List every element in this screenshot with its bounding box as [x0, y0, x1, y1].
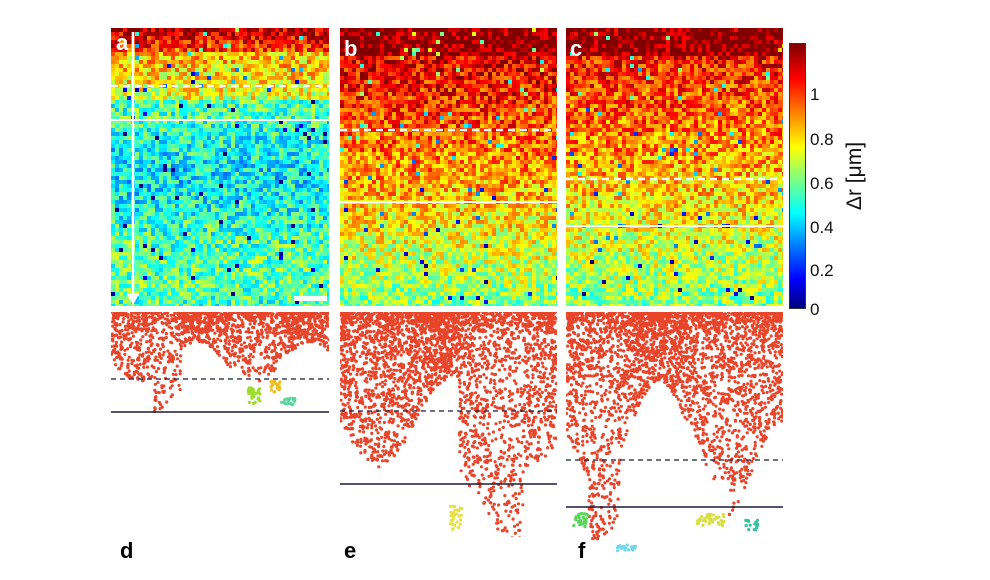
heatmap-panel-b — [340, 28, 557, 306]
cluster-particles — [566, 312, 783, 541]
panel-label-e: e — [344, 538, 357, 563]
panel-label-c: c — [570, 36, 583, 61]
scale-bar — [294, 296, 327, 301]
cluster-panel-d — [111, 312, 329, 422]
heatmap-a-image — [111, 28, 329, 306]
colorbar-tick: 1 — [810, 85, 820, 104]
cluster-particles — [111, 312, 329, 413]
particle-field — [566, 28, 783, 306]
cluster-e-image — [340, 312, 557, 537]
heatmap-b-image — [340, 28, 557, 306]
colorbar — [789, 43, 806, 309]
detached-cluster — [246, 386, 262, 405]
detached-cluster — [269, 379, 282, 394]
cluster-f-image — [566, 312, 783, 553]
cluster-panel-e — [340, 312, 557, 537]
particle-field — [111, 28, 329, 306]
heatmap-c-image — [566, 28, 783, 306]
detached-cluster — [744, 518, 760, 532]
cluster-panel-f — [566, 312, 783, 557]
cluster-d-image — [111, 312, 329, 413]
colorbar-tick: 0.6 — [810, 174, 834, 193]
colorbar-tick: 0.2 — [810, 261, 834, 280]
detached-cluster — [572, 511, 590, 529]
heatmap-panel-a — [111, 28, 329, 306]
detached-cluster — [280, 396, 297, 407]
colorbar-tick: 0 — [810, 300, 820, 319]
panel-label-d: d — [120, 538, 134, 563]
colorbar-tick: 0.8 — [810, 130, 834, 149]
detached-cluster — [615, 543, 638, 553]
colorbar-label: Δr [μm] — [843, 141, 866, 211]
panel-label-a: a — [116, 30, 129, 55]
particle-field — [340, 28, 557, 306]
cluster-particles — [340, 312, 557, 537]
heatmap-panel-c — [566, 28, 783, 306]
colorbar-tick: 0.4 — [810, 218, 834, 237]
arrow-head — [127, 294, 139, 305]
detached-cluster — [448, 504, 464, 531]
panel-label-f: f — [578, 538, 586, 563]
detached-cluster — [695, 512, 726, 528]
panel-label-b: b — [344, 36, 358, 61]
